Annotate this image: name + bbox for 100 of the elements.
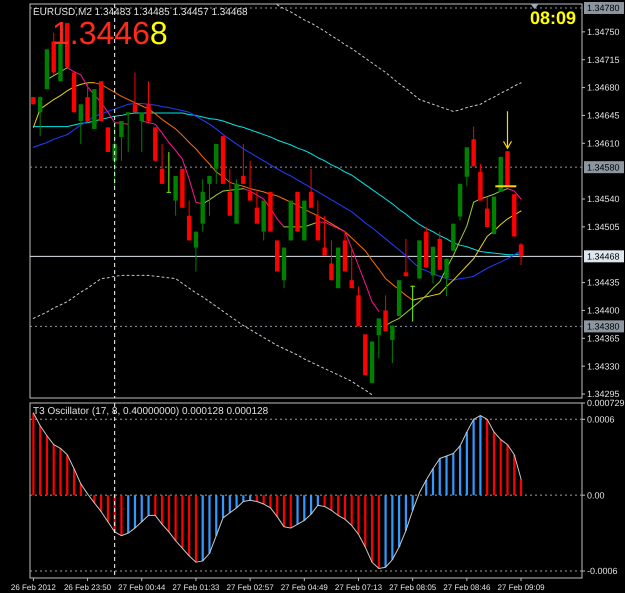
bar [194,495,198,562]
y-tick-label: 1.34680 [587,82,620,93]
candlestick [166,152,172,193]
y-tick-label: 1.34540 [587,194,620,204]
candlestick [207,175,212,216]
bar [378,495,380,569]
x-tick-label: 27 Feb 01:33 [172,583,220,592]
bar [364,495,366,548]
y-tick-label: 1.34715 [587,54,620,65]
bar [452,453,454,496]
text: 08:09 [530,8,576,28]
y-tick-label: 0.000729 [587,398,625,408]
bar [500,440,502,496]
y-tick-label: 1.34750 [587,27,620,38]
candlestick [410,285,415,322]
bar [202,495,204,561]
bar [350,495,353,526]
bar [492,432,496,496]
bar [52,444,55,496]
bar [188,495,190,556]
x-tick-label: 27 Feb 08:05 [389,583,437,592]
bar [127,495,130,534]
candlestick [228,168,232,216]
bar [296,495,299,524]
bar [140,495,143,522]
candlestick [329,240,334,281]
bar [344,495,346,520]
y-tick-label: 1.34330 [587,361,620,372]
bar [168,495,170,532]
candlestick [308,168,314,208]
ref-line-label: 1.34468 [587,251,620,262]
x-tick-label: 27 Feb 00:44 [118,583,166,592]
bar [242,495,244,502]
bar [66,454,68,496]
candlestick [146,80,151,124]
annotation: 8 [150,15,168,51]
candlestick [254,191,260,224]
candlestick [241,144,246,184]
candlestick [484,196,490,228]
candlestick [194,231,198,272]
bar [262,495,265,504]
y-tick-label: 1.34400 [587,306,620,316]
candlestick [248,160,252,202]
y-tick-label: -0.0006 [587,566,618,576]
bar [181,495,184,548]
bar [276,495,278,517]
bar [39,426,42,496]
y-tick-label: 0.0006 [587,414,615,424]
y-tick-label: 1.34295 [587,389,620,400]
x-tick-label: 27 Feb 07:13 [334,583,383,592]
candlestick [38,96,42,137]
y-tick-label: 1.34645 [587,110,620,121]
candlestick [404,238,408,277]
y-tick-label: 1.34505 [587,222,620,232]
candlestick [444,258,449,297]
candlestick [78,104,83,145]
candlestick [518,242,524,266]
candlestick [119,120,124,162]
bar [425,480,428,496]
bar [391,495,394,560]
line-series [32,274,373,396]
chart-title: T3 Oscillator (17, 8, 0.40000000) 0.000128 0.000128 [33,406,269,417]
y-tick-label: 1.34610 [587,138,620,148]
bar [337,495,340,516]
x-tick-label: 27 Feb 08:46 [443,583,491,592]
candlestick [132,72,138,113]
x-tick-label: 27 Feb 02:57 [226,583,274,592]
bar [222,495,224,518]
x-tick-label: 27 Feb 09:09 [497,583,546,592]
ref-line-label: 1.34380 [587,322,620,332]
y-tick-label: 0.00 [587,490,605,500]
line-series [94,82,414,301]
candlestick [383,294,388,332]
x-tick-label: 27 Feb 04:49 [280,583,328,592]
ref-line-label: 1.34780 [587,3,620,14]
y-tick-label: 1.34365 [587,333,620,344]
candlestick [390,325,395,364]
bar [80,484,82,496]
bar [303,495,306,520]
bar [316,495,319,506]
bar [154,495,156,516]
bar [486,419,488,496]
bar [290,495,292,528]
candlestick [85,82,90,124]
x-tick-label: 26 Feb 23:50 [64,583,112,592]
bar [384,495,387,568]
bar [438,458,441,496]
bar [513,454,516,496]
x-tick-label: 26 Feb 2012 [10,583,56,592]
bar [357,495,360,534]
candlestick [140,112,144,153]
bar [479,416,482,496]
bar [120,495,123,536]
chart-title: EURUSD,M2 1.34483 1.34485 1.34457 1.34468 [33,7,248,18]
candlestick [322,215,327,256]
bar [147,495,150,516]
bar [215,495,218,536]
y-tick-label: 1.34435 [587,278,620,288]
candlestick [376,318,382,359]
bar [228,495,231,513]
